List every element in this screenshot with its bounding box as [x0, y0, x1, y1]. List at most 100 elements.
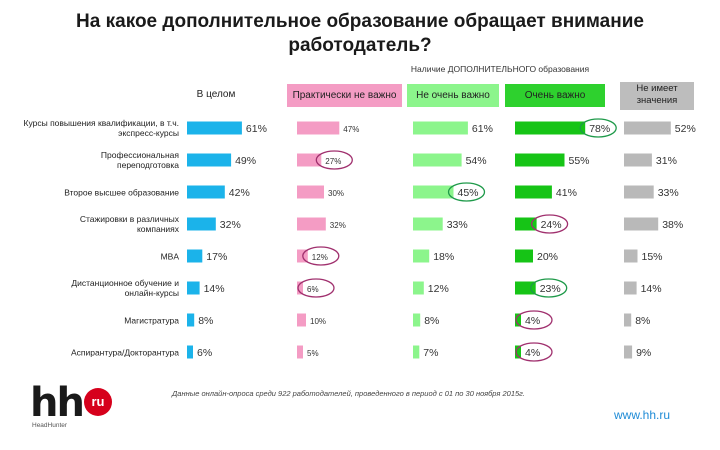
category-label: Второе высшее образование: [64, 188, 179, 198]
value-label-practically: 5%: [307, 349, 319, 358]
value-label-none: 31%: [656, 155, 677, 167]
category-label: MBA: [161, 252, 180, 262]
bar-notvery: [413, 121, 468, 135]
category-label: Стажировки в различных компаниях: [80, 214, 180, 234]
bar-overall: [187, 153, 232, 167]
value-label-notvery: 7%: [423, 347, 438, 359]
highlight-circle: [302, 246, 340, 266]
value-label-very: 4%: [525, 347, 540, 359]
bar-none: [624, 153, 652, 167]
bar-notvery: [413, 153, 462, 167]
bar-none: [624, 281, 637, 295]
value-label-overall: 8%: [198, 315, 213, 327]
bar-notvery: [413, 313, 421, 327]
header-not-very-important: Не очень важно: [407, 84, 499, 107]
bar-practically: [297, 153, 322, 167]
highlight-circle: [579, 118, 617, 138]
bar-none: [624, 217, 659, 231]
bar-practically: [297, 345, 303, 359]
title-line-1: На какое дополнительное образование обра…: [76, 11, 644, 32]
bar-overall: [187, 121, 242, 135]
highlight-circle: [515, 342, 553, 362]
bar-very: [515, 217, 537, 231]
bar-none: [624, 121, 671, 135]
bar-practically: [297, 313, 306, 327]
value-label-notvery: 12%: [428, 283, 449, 295]
value-label-none: 52%: [675, 123, 696, 135]
title-line-2: работодатель?: [288, 35, 432, 56]
value-label-overall: 6%: [197, 347, 212, 359]
value-label-none: 38%: [662, 219, 683, 231]
bar-none: [624, 185, 654, 199]
bar-overall: [187, 249, 203, 263]
value-label-notvery: 18%: [433, 251, 454, 263]
highlight-circle: [530, 214, 569, 234]
logo-ru-badge: ru: [84, 388, 112, 416]
bar-practically: [297, 121, 340, 135]
chart-area: Курсы повышения квалификации, в т.ч. эксп…: [24, 118, 696, 362]
value-label-very: 4%: [525, 315, 540, 327]
bar-very: [515, 185, 552, 199]
highlight-circle: [315, 150, 353, 170]
bar-very: [515, 345, 521, 359]
bar-overall: [187, 313, 195, 327]
value-label-notvery: 33%: [447, 219, 468, 231]
bar-practically: [297, 281, 303, 295]
page-title: На какое дополнительное образование обра…: [60, 10, 660, 58]
logo-subtext: HeadHunter: [32, 422, 68, 429]
value-label-practically: 47%: [343, 125, 359, 134]
highlight-circle: [297, 278, 335, 298]
value-label-very: 23%: [540, 283, 561, 295]
highlight-circle: [515, 310, 553, 330]
value-label-overall: 32%: [220, 219, 241, 231]
value-label-none: 33%: [658, 187, 679, 199]
category-label: Профессиональная переподготовка: [101, 150, 179, 170]
category-label: Курсы повышения квалификации, в т.ч. эксп…: [24, 118, 179, 138]
value-label-practically: 27%: [325, 157, 341, 166]
value-label-notvery: 61%: [472, 123, 493, 135]
bar-none: [624, 313, 632, 327]
bar-very: [515, 249, 533, 263]
value-label-notvery: 45%: [458, 187, 479, 199]
chart-subtitle: Наличие ДОПОЛНИТЕЛЬНОГО образования: [410, 64, 590, 74]
bar-very: [515, 313, 521, 327]
value-label-none: 15%: [642, 251, 663, 263]
header-no-matter: Не имеет значения: [620, 82, 694, 110]
value-label-very: 41%: [556, 187, 577, 199]
bar-practically: [297, 185, 324, 199]
highlight-circle: [447, 182, 486, 202]
value-label-practically: 30%: [328, 189, 344, 198]
hh-logo: hh ru HeadHunter: [30, 380, 120, 432]
value-label-notvery: 54%: [466, 155, 487, 167]
bar-overall: [187, 345, 193, 359]
bar-notvery: [413, 345, 420, 359]
highlight-circle: [530, 278, 568, 298]
value-label-very: 20%: [537, 251, 558, 263]
value-label-practically: 6%: [307, 285, 319, 294]
value-label-overall: 42%: [229, 187, 250, 199]
bar-very: [515, 153, 565, 167]
value-label-practically: 10%: [310, 317, 326, 326]
value-label-practically: 32%: [330, 221, 346, 230]
bar-overall: [187, 217, 216, 231]
bar-overall: [187, 281, 200, 295]
bar-none: [624, 249, 638, 263]
header-very-important: Очень важно: [505, 84, 605, 107]
site-link[interactable]: www.hh.ru: [614, 408, 671, 422]
bar-very: [515, 121, 586, 135]
logo-hh-text: hh: [30, 380, 85, 426]
bar-none: [624, 345, 633, 359]
header-overall: В целом: [196, 89, 236, 100]
category-label: Аспирантура/Докторантура: [71, 348, 179, 358]
value-label-practically: 12%: [312, 253, 328, 262]
bar-notvery: [413, 249, 430, 263]
value-label-none: 14%: [641, 283, 662, 295]
header-practically-unimportant: Практически не важно: [287, 84, 402, 107]
value-label-none: 9%: [636, 347, 651, 359]
value-label-overall: 61%: [246, 123, 267, 135]
bar-notvery: [413, 281, 424, 295]
value-label-overall: 17%: [206, 251, 227, 263]
bar-notvery: [413, 217, 443, 231]
bar-practically: [297, 217, 326, 231]
value-label-notvery: 8%: [424, 315, 439, 327]
